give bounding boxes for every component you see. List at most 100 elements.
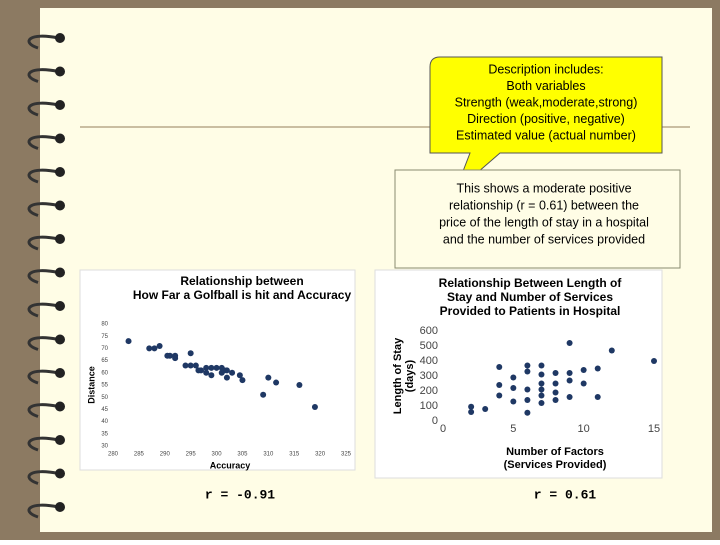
point [156, 342, 163, 349]
point [552, 389, 559, 396]
x-tick-label: 295 [186, 452, 197, 458]
spiral-hole [55, 502, 65, 512]
point [538, 362, 545, 369]
note-text: price of the length of stay in a hospita… [439, 215, 649, 229]
point [182, 362, 189, 369]
spiral-ring [27, 403, 59, 418]
y-tick-label: 80 [101, 322, 108, 328]
point [203, 369, 210, 376]
caption: r = -0.91 [205, 487, 275, 502]
chart-2-frame [374, 269, 663, 479]
x-tick-label: 0 [440, 423, 446, 435]
point [311, 403, 318, 410]
y-tick-label: 35 [101, 431, 108, 437]
point [566, 377, 573, 384]
spiral-ring [27, 369, 59, 385]
y-tick-label: 65 [101, 358, 108, 364]
point [223, 374, 230, 381]
spiral-binding [27, 33, 65, 519]
x-tick-label: 300 [212, 452, 223, 458]
spiral-ring [27, 336, 59, 351]
x-tick-label: 15 [648, 423, 660, 435]
y-tick-label: 200 [420, 385, 438, 397]
y-tick-label: 100 [420, 400, 438, 412]
note-text: and the number of services provided [443, 232, 645, 246]
spiral-ring [27, 34, 59, 50]
callout-text: Both variables [506, 79, 585, 93]
point [594, 394, 601, 400]
y-axis-label: Distance [86, 366, 96, 404]
point [594, 365, 601, 372]
point [468, 409, 475, 415]
spiral-hole [55, 234, 65, 244]
x-tick-label: 5 [510, 423, 516, 435]
point [208, 372, 215, 379]
y-tick-label: 75 [101, 334, 108, 340]
callout-bubble [429, 56, 663, 193]
y-tick-label: 500 [420, 340, 438, 352]
point [608, 347, 615, 354]
point [213, 364, 220, 371]
point [538, 380, 545, 387]
point [166, 352, 173, 359]
spiral-hole [55, 100, 65, 110]
spiral-ring [27, 235, 59, 251]
point [125, 338, 132, 345]
point [651, 358, 657, 364]
y-tick-label: 0 [432, 415, 438, 427]
note-box [394, 169, 681, 269]
point [524, 368, 531, 375]
chart-title: Stay and Number of Services [447, 290, 613, 304]
point [223, 367, 230, 374]
spiral-hole [55, 200, 65, 211]
point [146, 345, 153, 352]
point [538, 386, 545, 393]
spiral-hole [55, 66, 65, 77]
point [229, 369, 236, 376]
spiral-ring [27, 68, 59, 83]
point [524, 409, 531, 416]
point [524, 386, 531, 393]
spiral-hole [55, 133, 65, 144]
point [468, 403, 475, 410]
spiral-ring [27, 101, 59, 117]
y-tick-label: 55 [101, 383, 108, 389]
spiral-ring [27, 269, 59, 284]
x-tick-label: 325 [341, 452, 352, 458]
point [538, 392, 545, 399]
chart-title: Provided to Patients in Hospital [440, 304, 621, 318]
y-axis-label: Length of Stay [392, 337, 404, 414]
callout-text: Description includes: [488, 62, 603, 76]
x-tick-label: 10 [578, 423, 590, 435]
spiral-ring [27, 503, 59, 519]
y-tick-label: 600 [420, 325, 438, 337]
spiral-hole [55, 167, 65, 177]
y-tick-label: 70 [101, 346, 108, 352]
x-tick-label: 320 [315, 452, 326, 458]
point [566, 370, 573, 376]
point [510, 374, 517, 381]
point [172, 352, 179, 359]
point [192, 362, 199, 369]
point [239, 377, 246, 384]
y-tick-label: 30 [101, 444, 108, 450]
spiral-ring [27, 168, 59, 184]
y-tick-label: 60 [101, 370, 108, 376]
point [580, 380, 587, 387]
point [552, 380, 559, 387]
y-axis-label: (days) [404, 359, 416, 392]
point [552, 370, 559, 376]
x-axis-label: Number of Factors [506, 446, 604, 458]
spiral-hole [55, 33, 65, 43]
point [198, 367, 205, 374]
spiral-hole [55, 267, 65, 278]
point [496, 364, 503, 370]
spiral-ring [27, 436, 59, 452]
note-text: relationship (r = 0.61) between the [449, 198, 639, 212]
x-tick-label: 280 [108, 452, 119, 458]
spiral-ring [27, 202, 59, 217]
y-tick-label: 40 [101, 419, 108, 425]
y-tick-label: 400 [420, 355, 438, 367]
spiral-ring [27, 302, 59, 318]
